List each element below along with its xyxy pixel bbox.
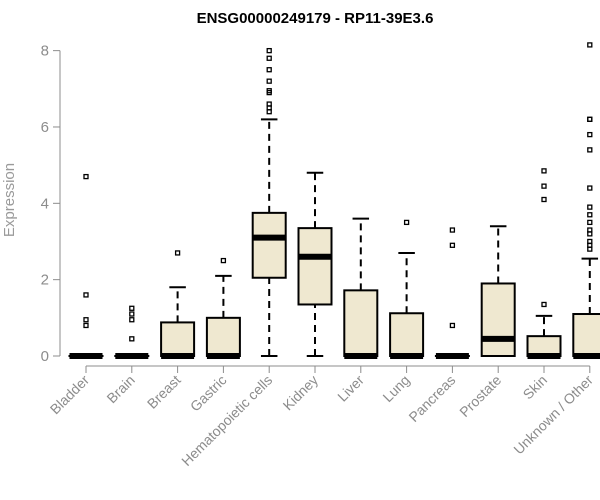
y-tick-label: 6 — [41, 119, 49, 136]
outlier-point — [266, 78, 272, 84]
box-group — [434, 227, 470, 359]
outlier-point — [587, 42, 593, 48]
box-group — [389, 219, 425, 359]
chart-title: ENSG00000249179 - RP11-39E3.6 — [197, 10, 434, 27]
outlier-point — [129, 317, 135, 323]
x-tick-label: Lung — [379, 372, 412, 405]
y-axis-label: Expression — [1, 163, 18, 237]
box-iqr — [572, 313, 600, 358]
x-tick-label: Liver — [334, 372, 367, 405]
box-group — [68, 173, 104, 359]
outlier-point — [174, 250, 181, 256]
outlier-point — [541, 196, 547, 203]
outlier-point — [129, 336, 135, 342]
box-group — [480, 225, 516, 358]
boxes-layer — [68, 42, 600, 359]
outlier-point — [587, 212, 593, 218]
box-group — [297, 171, 333, 357]
box-group — [251, 47, 287, 357]
outlier-point — [266, 47, 272, 54]
outlier-point — [266, 89, 272, 96]
outlier-point — [449, 227, 456, 233]
x-tick-label: Prostate — [456, 372, 504, 420]
outlier-point — [587, 185, 593, 191]
outlier-point — [541, 168, 547, 174]
box-group — [114, 305, 150, 359]
box-group — [526, 168, 562, 359]
y-axis: 0 2 4 6 8 — [41, 43, 61, 365]
outlier-point — [587, 246, 593, 252]
y-tick-label: 0 — [41, 348, 49, 365]
box-iqr — [297, 227, 333, 306]
outlier-point — [587, 219, 593, 226]
box-iqr — [205, 316, 241, 357]
outlier-point — [83, 322, 89, 329]
box-iqr — [343, 289, 379, 357]
outlier-point — [83, 292, 89, 298]
y-tick-label: 2 — [41, 272, 49, 289]
x-tick-label: Pancreas — [405, 372, 458, 425]
box-group — [572, 42, 600, 359]
x-tick-label: Kidney — [280, 372, 322, 414]
x-tick-label: Breast — [144, 372, 184, 412]
outlier-point — [83, 317, 89, 323]
outlier-point — [541, 301, 547, 308]
outlier-point — [587, 147, 593, 153]
x-tick-label: Bladder — [47, 372, 93, 418]
box-group — [343, 217, 379, 359]
x-tick-label: Unknown / Other — [510, 372, 596, 458]
box-group — [160, 250, 196, 359]
box-iqr — [160, 321, 196, 358]
y-tick-label: 8 — [41, 43, 49, 60]
outlier-point — [83, 173, 89, 180]
outlier-point — [449, 322, 456, 329]
x-tick-label: Skin — [520, 372, 551, 403]
box-group — [205, 257, 241, 359]
box-iqr — [480, 282, 516, 358]
outlier-point — [587, 116, 593, 122]
box-iqr — [389, 312, 425, 357]
outlier-point — [129, 305, 135, 311]
outlier-point — [587, 231, 593, 237]
outlier-point — [403, 219, 410, 226]
outlier-point — [129, 311, 135, 317]
x-tick-label: Hematopoietic cells — [178, 372, 275, 469]
outlier-point — [220, 257, 227, 264]
outlier-point — [266, 55, 272, 61]
outlier-point — [587, 204, 593, 210]
y-tick-label: 4 — [41, 195, 49, 212]
outlier-point — [587, 131, 593, 138]
box-iqr — [251, 211, 287, 279]
x-tick-label: Gastric — [187, 372, 230, 415]
outlier-point — [541, 183, 547, 189]
x-tick-label: Brain — [103, 372, 137, 406]
outlier-point — [266, 109, 272, 115]
outlier-point — [266, 67, 272, 73]
outlier-point — [449, 242, 456, 248]
